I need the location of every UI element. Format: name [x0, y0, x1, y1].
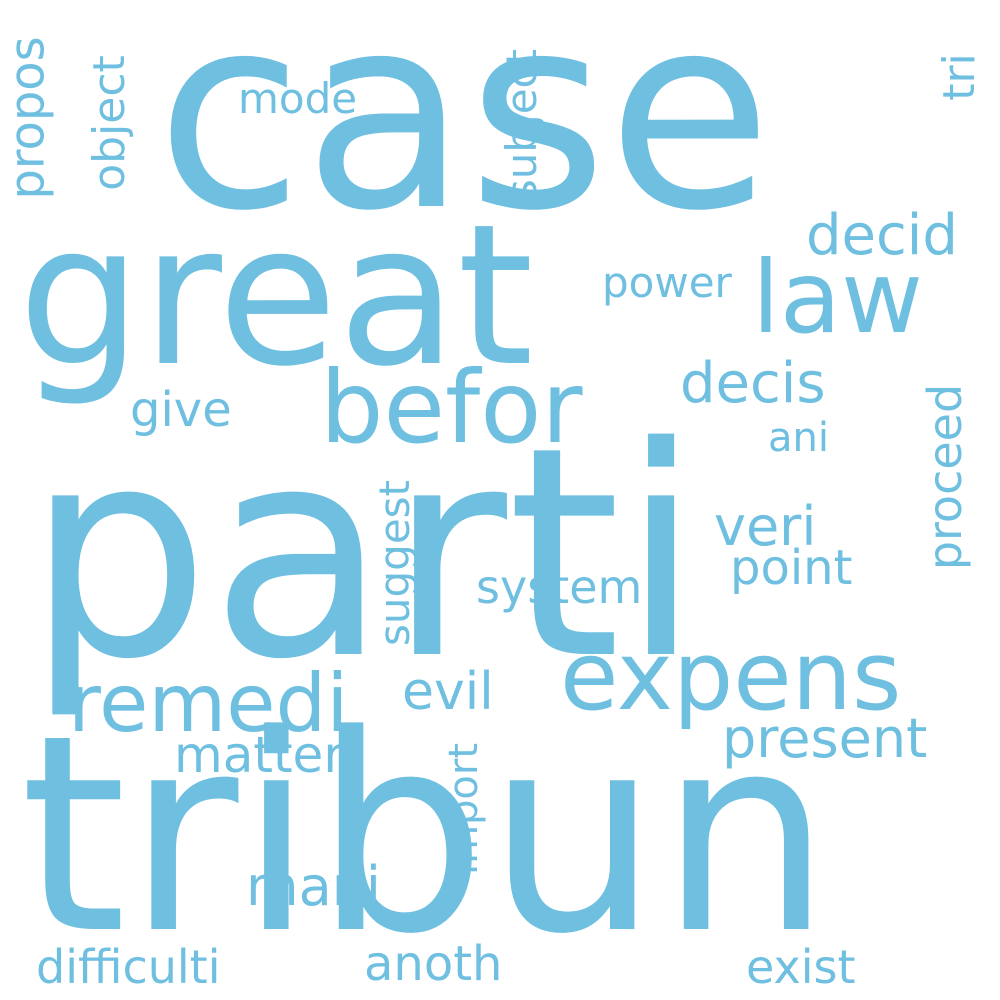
word-exist: exist — [746, 940, 856, 994]
word-mani: mani — [246, 855, 381, 918]
word-propos: propos — [0, 36, 56, 200]
word-subject: subject — [497, 48, 547, 202]
word-ani: ani — [768, 415, 829, 461]
word-decis: decis — [680, 351, 826, 416]
word-befor: befor — [320, 349, 583, 466]
word-anoth: anoth — [364, 936, 503, 992]
word-remedi: remedi — [68, 657, 349, 750]
word-difficulti: difficulti — [36, 940, 221, 994]
word-tribun: tribun — [20, 678, 832, 994]
word-veri: veri — [714, 495, 817, 558]
word-tri: tri — [933, 53, 985, 101]
word-evil: evil — [402, 662, 494, 722]
word-parti: parti — [26, 386, 702, 723]
word-great: great — [18, 182, 534, 409]
word-suggest: suggest — [370, 479, 420, 647]
word-power: power — [602, 258, 732, 307]
word-present: present — [722, 707, 928, 770]
word-give: give — [130, 382, 232, 438]
word-import: import — [441, 742, 488, 876]
word-point: point — [730, 540, 853, 596]
word-matter: matter — [174, 726, 344, 784]
word-law: law — [752, 239, 923, 356]
word-object: object — [83, 55, 135, 191]
word-system: system — [476, 560, 643, 614]
word-case: case — [156, 0, 773, 270]
word-proceed: proceed — [918, 383, 973, 571]
word-expens: expens — [560, 622, 902, 732]
word-decid: decid — [806, 203, 958, 268]
word-mode: mode — [238, 74, 358, 123]
